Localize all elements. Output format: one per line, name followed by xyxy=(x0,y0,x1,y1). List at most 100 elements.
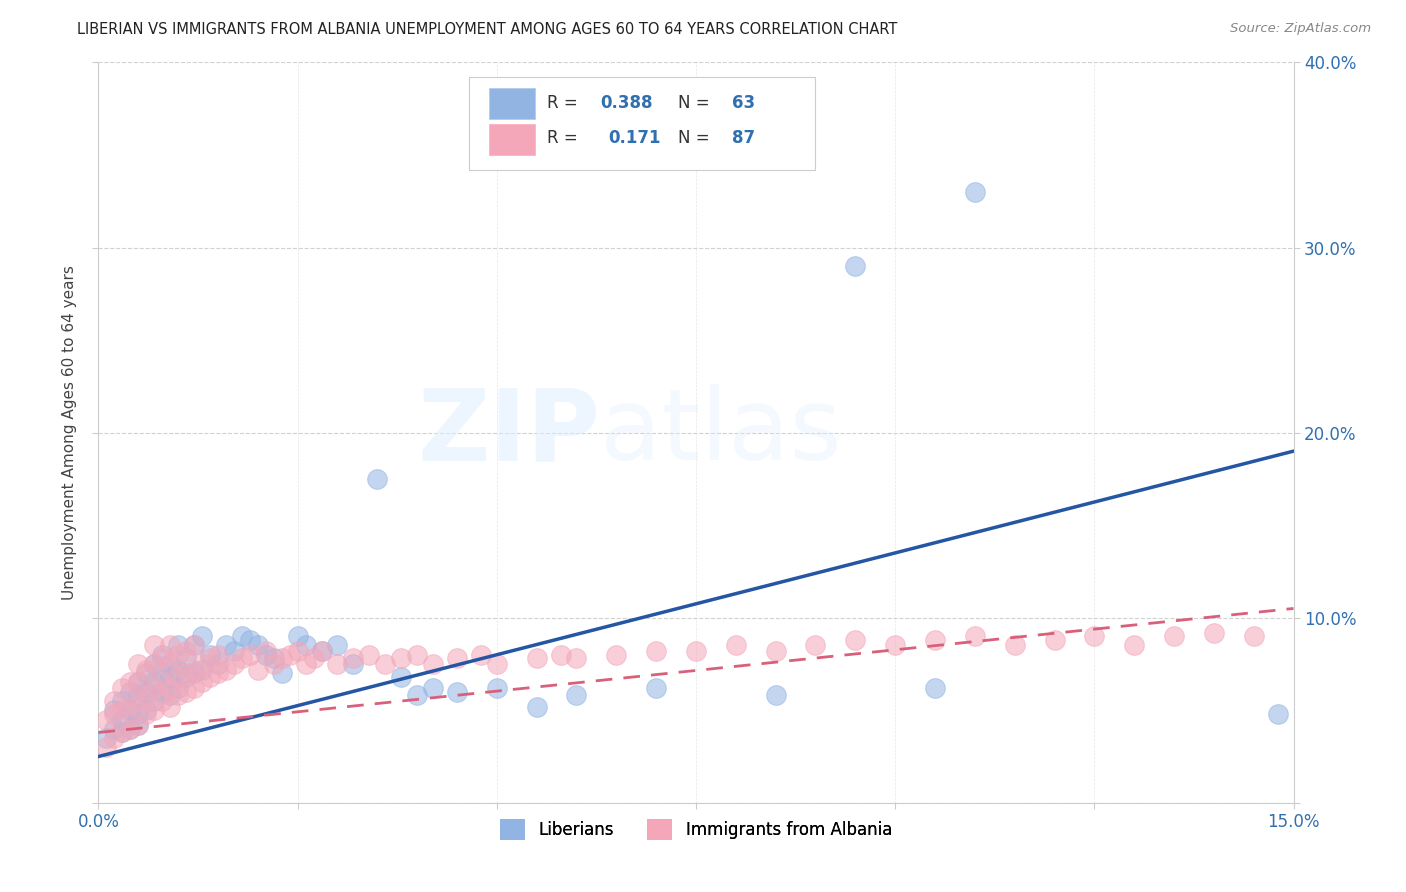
Point xyxy=(183,639,205,653)
Y-axis label: Unemployment Among Ages 60 to 64 years: Unemployment Among Ages 60 to 64 years xyxy=(62,265,77,600)
Point xyxy=(724,639,747,653)
Point xyxy=(143,694,166,708)
FancyBboxPatch shape xyxy=(489,124,534,155)
Point xyxy=(550,648,572,662)
Point xyxy=(246,639,269,653)
Point xyxy=(167,663,190,677)
Point xyxy=(103,731,125,745)
Point xyxy=(389,670,412,684)
Point xyxy=(127,657,149,671)
Point xyxy=(645,644,668,658)
Point xyxy=(963,185,986,199)
Point xyxy=(294,657,316,671)
Text: 0.388: 0.388 xyxy=(600,95,652,112)
Point xyxy=(96,713,118,727)
Point xyxy=(191,675,214,690)
Point xyxy=(207,648,229,662)
Point xyxy=(103,694,125,708)
Point xyxy=(120,722,142,736)
Point xyxy=(150,651,173,665)
Point xyxy=(143,657,166,671)
Point xyxy=(215,639,238,653)
Text: Source: ZipAtlas.com: Source: ZipAtlas.com xyxy=(1230,22,1371,36)
Point xyxy=(150,694,173,708)
Point xyxy=(167,639,190,653)
Point xyxy=(311,644,333,658)
Point xyxy=(924,632,946,647)
Point xyxy=(159,681,181,695)
Point xyxy=(111,681,134,695)
Text: 87: 87 xyxy=(733,129,755,147)
Point xyxy=(150,666,173,681)
Point xyxy=(1043,632,1066,647)
Point xyxy=(406,648,429,662)
Point xyxy=(287,644,309,658)
Point xyxy=(263,651,285,665)
Point xyxy=(127,718,149,732)
Point xyxy=(143,657,166,671)
Text: R =: R = xyxy=(547,129,588,147)
Point xyxy=(111,725,134,739)
Point xyxy=(1243,629,1265,643)
Point xyxy=(342,657,364,671)
Point xyxy=(183,639,205,653)
Point xyxy=(287,629,309,643)
Point xyxy=(174,644,197,658)
Point xyxy=(215,663,238,677)
Text: atlas: atlas xyxy=(600,384,842,481)
Point xyxy=(135,689,157,703)
Point xyxy=(765,689,787,703)
Point xyxy=(127,694,149,708)
Point xyxy=(159,657,181,671)
Point xyxy=(111,725,134,739)
Point xyxy=(135,685,157,699)
Point xyxy=(143,681,166,695)
Point xyxy=(207,657,229,671)
Point xyxy=(167,648,190,662)
Legend: Liberians, Immigrants from Albania: Liberians, Immigrants from Albania xyxy=(494,813,898,847)
Point xyxy=(159,639,181,653)
Point xyxy=(470,648,492,662)
Point xyxy=(526,699,548,714)
Point xyxy=(198,651,221,665)
Point xyxy=(765,644,787,658)
Point xyxy=(389,651,412,665)
Point xyxy=(111,694,134,708)
Point xyxy=(174,666,197,681)
Point xyxy=(167,689,190,703)
Point xyxy=(167,681,190,695)
Point xyxy=(191,629,214,643)
Point xyxy=(222,657,245,671)
Point xyxy=(844,632,866,647)
Point xyxy=(120,703,142,717)
Point xyxy=(127,706,149,721)
Point xyxy=(174,685,197,699)
Point xyxy=(278,648,301,662)
Point xyxy=(143,703,166,717)
Point xyxy=(135,703,157,717)
Point xyxy=(359,648,381,662)
Point xyxy=(231,629,253,643)
Point xyxy=(1202,625,1225,640)
Point xyxy=(103,706,125,721)
Point xyxy=(127,689,149,703)
Point xyxy=(342,651,364,665)
Point xyxy=(159,689,181,703)
Text: 63: 63 xyxy=(733,95,755,112)
Point xyxy=(127,675,149,690)
Point xyxy=(254,648,277,662)
Point xyxy=(239,648,262,662)
Point xyxy=(231,651,253,665)
Point xyxy=(326,639,349,653)
Point xyxy=(183,666,205,681)
Point xyxy=(150,685,173,699)
Text: R =: R = xyxy=(547,95,582,112)
Point xyxy=(526,651,548,665)
Point xyxy=(804,639,827,653)
Point xyxy=(485,657,508,671)
Point xyxy=(246,663,269,677)
Point xyxy=(924,681,946,695)
Text: N =: N = xyxy=(678,129,714,147)
Point xyxy=(685,644,707,658)
Point xyxy=(120,675,142,690)
